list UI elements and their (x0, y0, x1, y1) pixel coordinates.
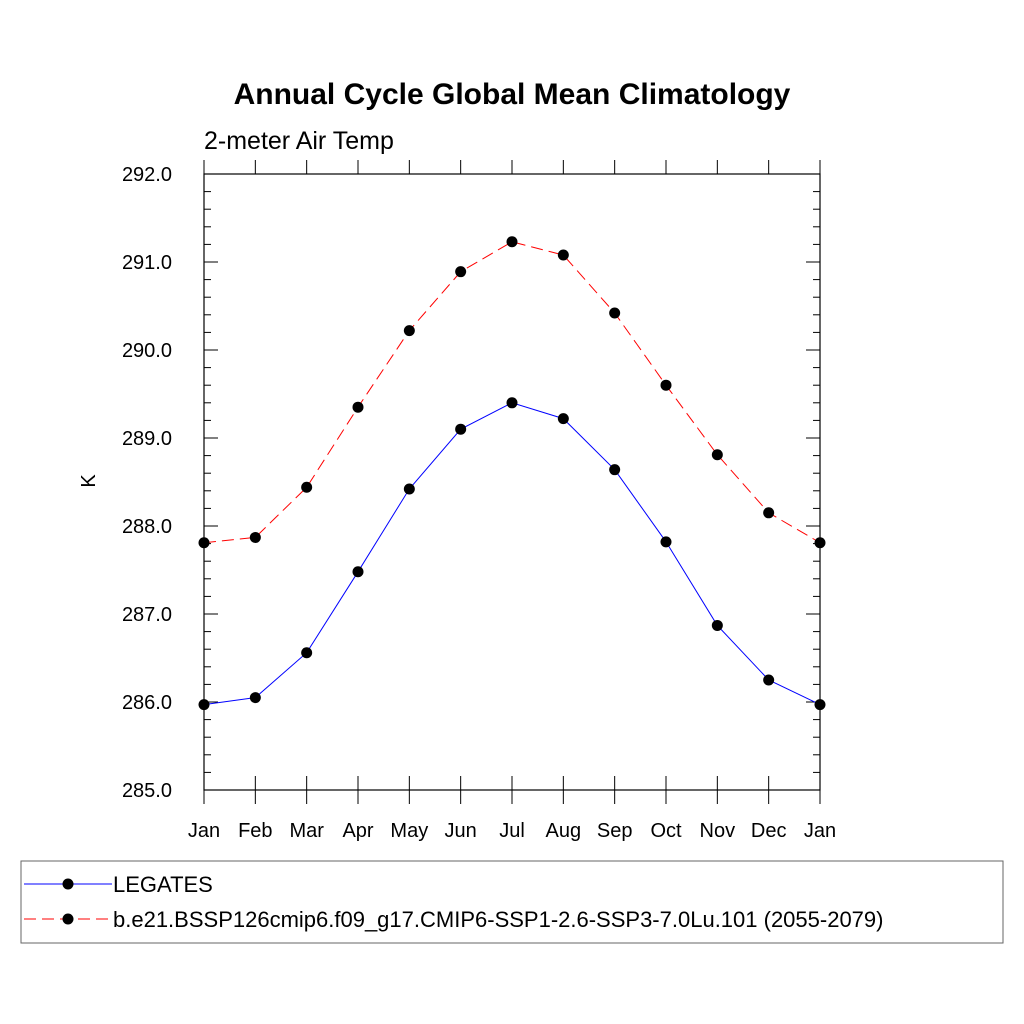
data-point (609, 307, 621, 319)
data-series (198, 236, 826, 711)
data-point (763, 507, 775, 519)
x-tick-label: Jan (188, 820, 220, 842)
data-point (455, 266, 467, 278)
y-tick-label: 286.0 (122, 692, 172, 714)
x-tick-label: Apr (342, 820, 373, 842)
chart-subtitle: 2-meter Air Temp (204, 127, 394, 155)
x-tick-label: Jan (804, 820, 836, 842)
data-point (455, 423, 467, 435)
data-point (557, 413, 569, 425)
data-point (403, 325, 415, 337)
data-point (352, 401, 364, 413)
y-tick-label: 287.0 (122, 604, 172, 626)
data-point (301, 647, 313, 659)
legend-marker-2 (62, 913, 74, 925)
x-tick-label: Mar (289, 820, 324, 842)
data-point (506, 236, 518, 248)
data-point (711, 619, 723, 631)
legend-items: LEGATES b.e21.BSSP126cmip6.f09_g17.CMIP6-… (24, 872, 883, 932)
y-tick-labels: 285.0 286.0 287.0 288.0 289.0 290.0 291.0 292.0 (122, 164, 172, 802)
x-tick-label: Nov (700, 820, 736, 842)
data-point (249, 692, 261, 704)
data-point (711, 449, 723, 461)
x-tick-label: Dec (751, 820, 787, 842)
x-tick-label: Oct (650, 820, 682, 842)
y-tick-label: 289.0 (122, 428, 172, 450)
y-tick-label: 288.0 (122, 516, 172, 538)
x-tick-label: Feb (238, 820, 272, 842)
data-point (403, 483, 415, 495)
data-point (557, 249, 569, 261)
axis-ticks (203, 160, 821, 804)
data-point (249, 531, 261, 543)
chart-title: Annual Cycle Global Mean Climatology (234, 78, 791, 111)
y-tick-label: 285.0 (122, 780, 172, 802)
legend-box (20, 860, 1004, 944)
data-point (506, 397, 518, 409)
x-tick-label: May (390, 820, 428, 842)
plot-frame (203, 173, 821, 791)
x-tick-label: Jun (445, 820, 477, 842)
data-point (352, 566, 364, 578)
y-tick-label: 291.0 (122, 252, 172, 274)
x-tick-label: Jul (499, 820, 525, 842)
legend-marker-1 (62, 878, 74, 890)
legend-label-1: LEGATES (113, 872, 213, 897)
data-point (660, 379, 672, 391)
data-point (763, 674, 775, 686)
y-axis-label: K (78, 474, 100, 488)
x-tick-labels: Jan Feb Mar Apr May Jun Jul Aug Sep Oct Nov Dec Jan (188, 820, 836, 842)
y-tick-label: 290.0 (122, 340, 172, 362)
series-line-2 (203, 241, 821, 544)
data-point (301, 481, 313, 493)
x-tick-label: Aug (546, 820, 582, 842)
legend: LEGATES b.e21.BSSP126cmip6.f09_g17.CMIP6-… (20, 860, 1004, 944)
legend-label-2: b.e21.BSSP126cmip6.f09_g17.CMIP6-SSP1-2.… (113, 907, 883, 932)
data-point (660, 536, 672, 548)
series-line-1 (203, 402, 821, 706)
y-tick-label: 292.0 (122, 164, 172, 186)
data-point (609, 464, 621, 476)
x-tick-label: Sep (597, 820, 633, 842)
